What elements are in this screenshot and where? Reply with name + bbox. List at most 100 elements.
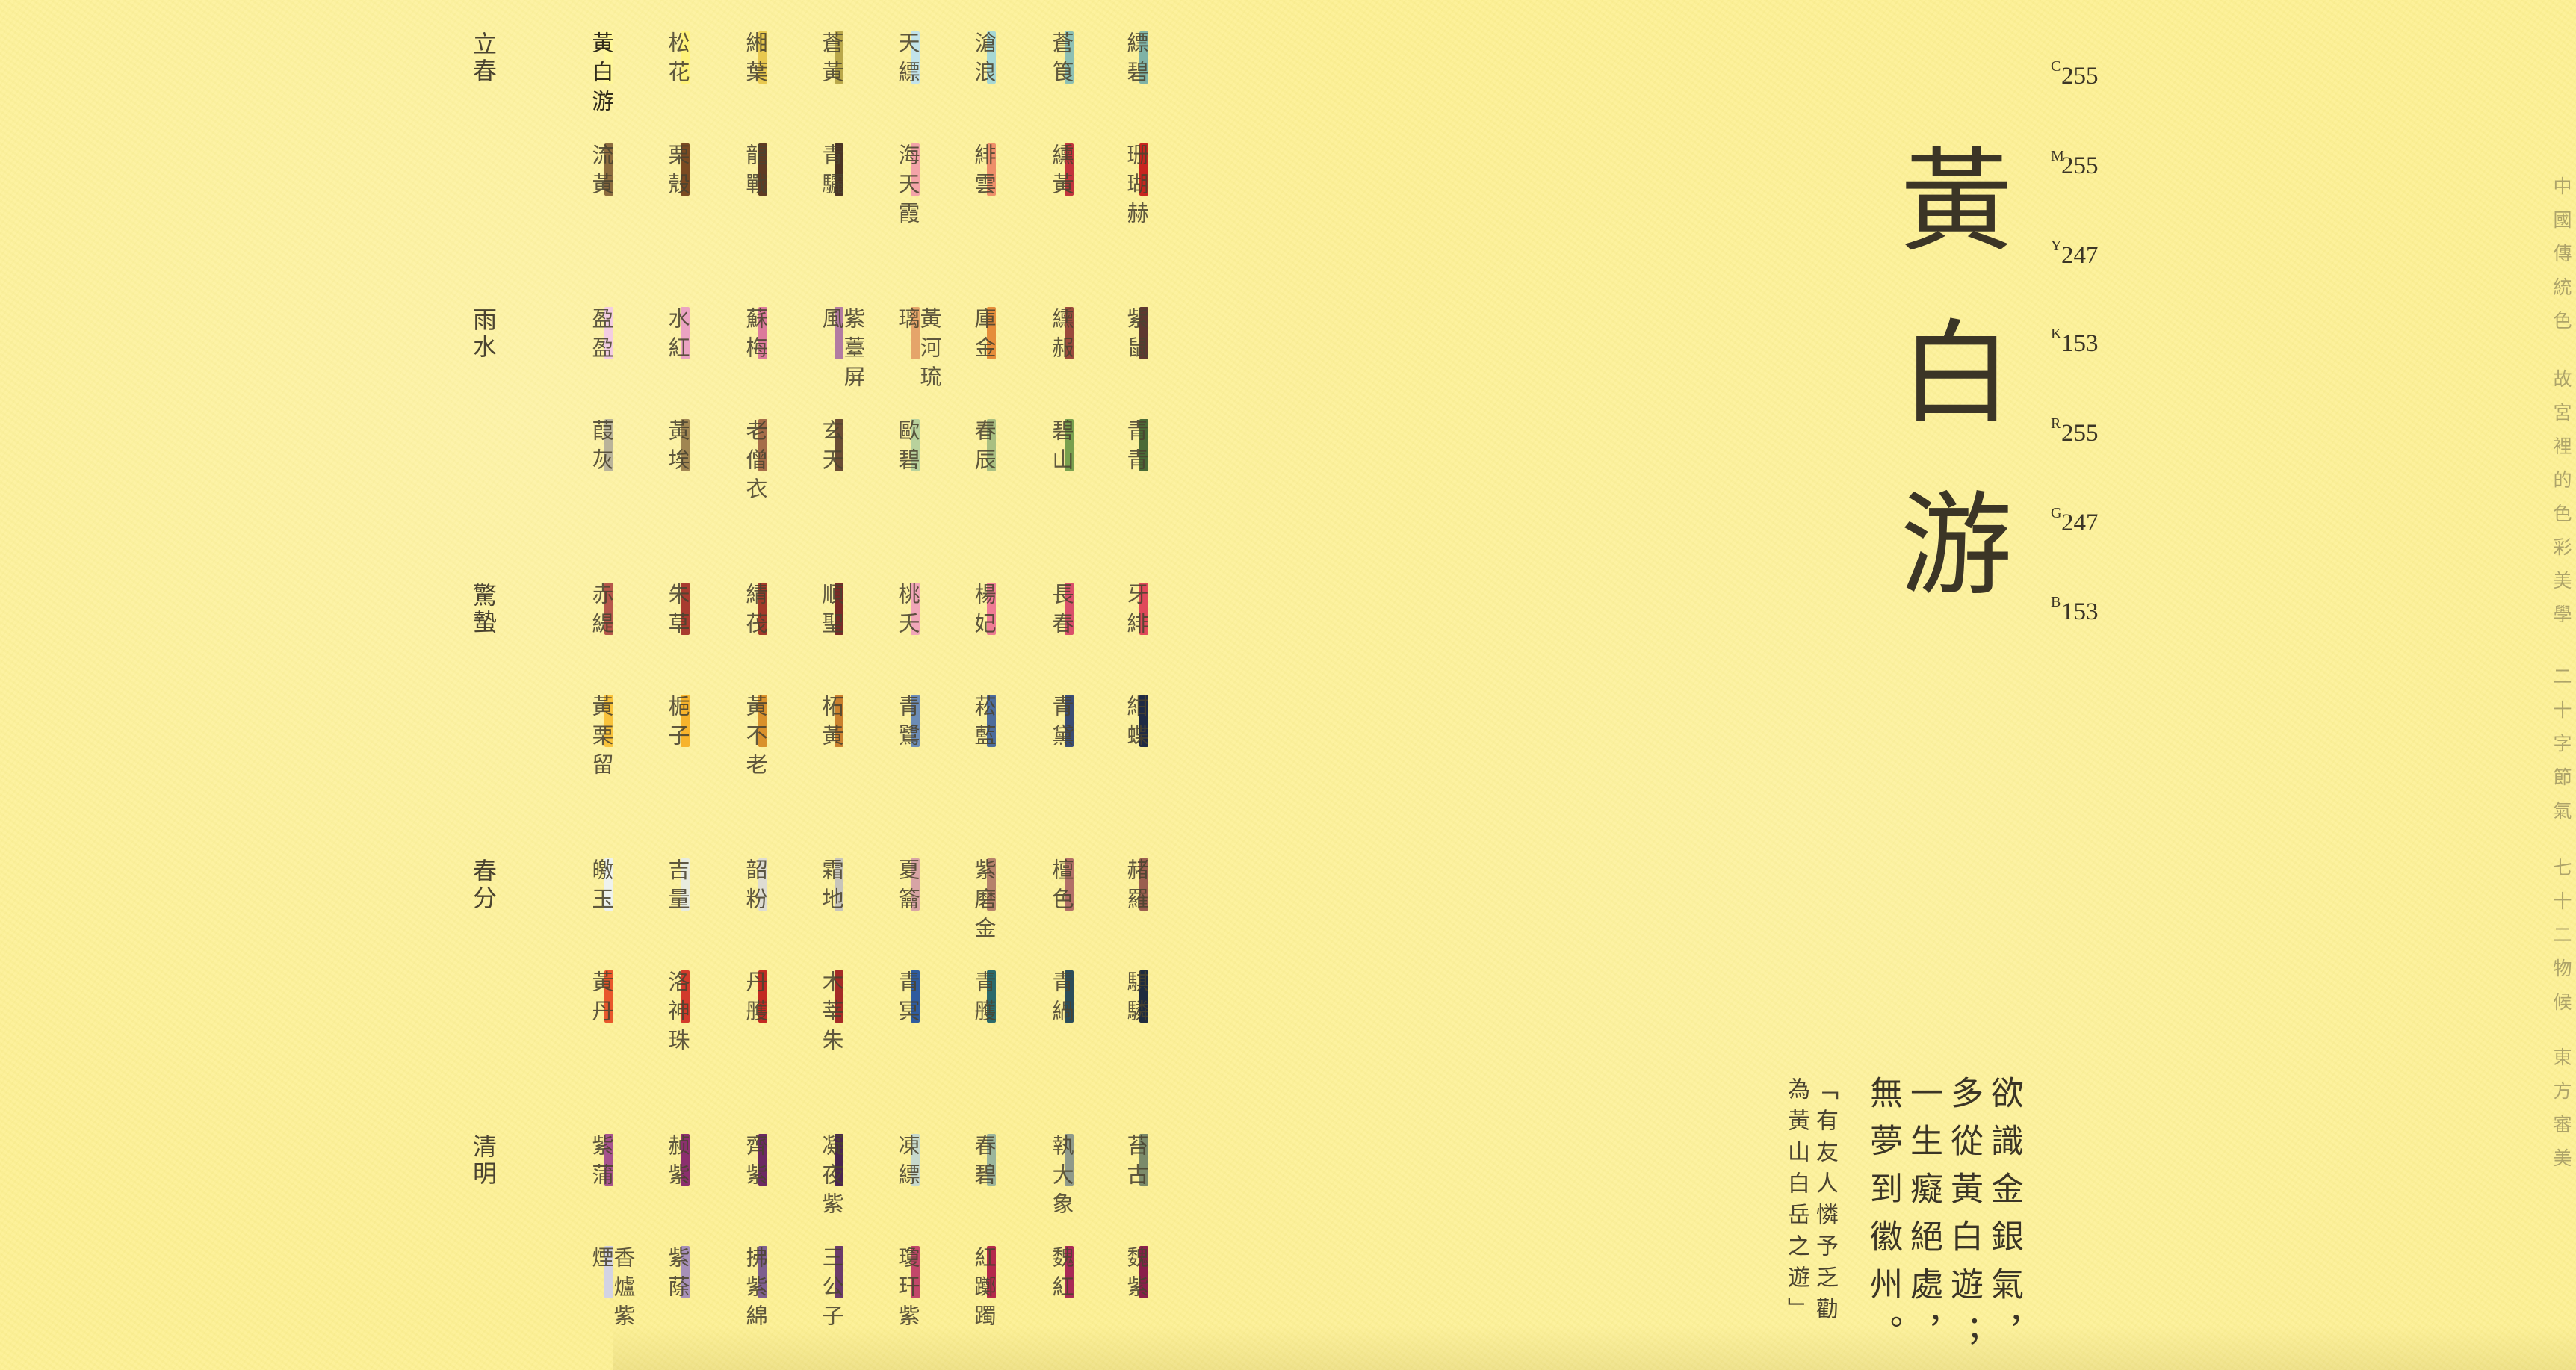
color-swatch[interactable]: 縹碧 xyxy=(1113,31,1173,128)
color-swatch[interactable]: 龍戰 xyxy=(732,143,792,241)
color-swatch[interactable]: 碧山 xyxy=(1038,419,1098,516)
color-swatch[interactable]: 蘇梅 xyxy=(732,307,792,404)
color-swatch[interactable]: 黃不老 xyxy=(732,695,792,792)
color-swatch[interactable]: 黃栗留 xyxy=(578,695,638,792)
color-swatch[interactable]: 青雘 xyxy=(961,970,1021,1067)
color-swatch[interactable]: 紫蒢 xyxy=(654,1246,714,1343)
swatch-name: 栗殼 xyxy=(665,143,690,202)
color-swatch[interactable]: 青冥 xyxy=(885,970,944,1067)
color-swatch[interactable]: 青青 xyxy=(1113,419,1173,516)
color-swatch[interactable]: 韶粉 xyxy=(732,858,792,955)
color-swatch[interactable]: 緋雲 xyxy=(961,143,1021,241)
color-swatch[interactable]: 紫薹屏風 xyxy=(808,307,868,404)
color-swatch[interactable]: 松花 xyxy=(654,31,714,128)
swatch-name: 青黛 xyxy=(1049,695,1074,753)
color-swatch[interactable]: 老僧衣 xyxy=(732,419,792,516)
edge-item-2[interactable]: 故宮裡的色彩美學 xyxy=(2551,369,2572,638)
edge-item-5[interactable]: 東方審美 xyxy=(2551,1047,2572,1182)
color-swatch[interactable]: 赤緹 xyxy=(578,583,638,680)
swatch-name: 緗葉 xyxy=(743,31,768,90)
swatch-name: 松花 xyxy=(665,31,690,90)
color-swatch[interactable]: 纁赧 xyxy=(1038,307,1098,404)
color-swatch[interactable]: 吉量 xyxy=(654,858,714,955)
color-swatch[interactable]: 洛神珠 xyxy=(654,970,714,1067)
color-swatch[interactable]: 凝夜紫 xyxy=(808,1134,868,1231)
color-swatch[interactable]: 紺蝶 xyxy=(1113,695,1173,792)
color-swatch[interactable]: 木莘朱 xyxy=(808,970,868,1067)
color-swatch[interactable]: 栗殼 xyxy=(654,143,714,241)
color-swatch[interactable]: 天縹 xyxy=(885,31,944,128)
color-swatch[interactable]: 青黛 xyxy=(1038,695,1098,792)
color-swatch[interactable]: 流黃 xyxy=(578,143,638,241)
edge-item-3[interactable]: 二十字節氣 xyxy=(2551,666,2572,834)
color-swatch[interactable]: 桃夭 xyxy=(885,583,944,680)
swatch-name: 葭灰 xyxy=(589,419,614,477)
color-swatch[interactable]: 霜地 xyxy=(808,858,868,955)
color-swatch[interactable]: 香爐紫煙 xyxy=(578,1246,638,1343)
swatch-color-bar xyxy=(1139,695,1148,747)
color-swatch[interactable]: 騏驎 xyxy=(1113,970,1173,1067)
color-swatch[interactable]: 黃丹 xyxy=(578,970,638,1067)
color-swatch[interactable]: 春碧 xyxy=(961,1134,1021,1231)
color-swatch[interactable]: 青鷺 xyxy=(885,695,944,792)
color-swatch[interactable]: 水紅 xyxy=(654,307,714,404)
swatch-color-bar xyxy=(987,695,996,747)
edge-item-1[interactable]: 中國傳統色 xyxy=(2551,176,2572,344)
color-swatch[interactable]: 黃埃 xyxy=(654,419,714,516)
color-swatch[interactable]: 珊瑚赫 xyxy=(1113,143,1173,241)
color-swatch[interactable]: 凍縹 xyxy=(885,1134,944,1231)
color-swatch[interactable]: 青驪 xyxy=(808,143,868,241)
color-swatch[interactable]: 黃河琉璃 xyxy=(885,307,944,404)
swatch-name: 皦玉 xyxy=(589,858,614,917)
color-swatch[interactable]: 歐碧 xyxy=(885,419,944,516)
color-swatch[interactable]: 楊妃 xyxy=(961,583,1021,680)
edge-item-4[interactable]: 七十二物候 xyxy=(2551,858,2572,1026)
color-swatch[interactable]: 丹雘 xyxy=(732,970,792,1067)
color-swatch[interactable]: 青緺 xyxy=(1038,970,1098,1067)
swatch-color-bar xyxy=(604,1134,613,1186)
color-swatch[interactable]: 拂紫綿 xyxy=(732,1246,792,1343)
color-swatch[interactable]: 魏紅 xyxy=(1038,1246,1098,1343)
color-swatch[interactable]: 黃白游 xyxy=(578,31,638,128)
swatch-color-bar xyxy=(911,419,920,471)
color-swatch[interactable]: 紅躑躅 xyxy=(961,1246,1021,1343)
color-swatch[interactable]: 蒼黃 xyxy=(808,31,868,128)
color-swatch[interactable]: 赭羅 xyxy=(1113,858,1173,955)
color-swatch[interactable]: 柘黃 xyxy=(808,695,868,792)
color-swatch[interactable]: 魏紫 xyxy=(1113,1246,1173,1343)
color-swatch[interactable]: 蒼筤 xyxy=(1038,31,1098,128)
color-swatch[interactable]: 苔古 xyxy=(1113,1134,1173,1231)
color-swatch[interactable]: 三公子 xyxy=(808,1246,868,1343)
color-swatch[interactable]: 緗葉 xyxy=(732,31,792,128)
color-swatch[interactable]: 紫鼠 xyxy=(1113,307,1173,404)
color-swatch[interactable]: 齊紫 xyxy=(732,1134,792,1231)
color-swatch[interactable]: 庫金 xyxy=(961,307,1021,404)
color-swatch[interactable]: 檀色 xyxy=(1038,858,1098,955)
color-swatch[interactable]: 執大象 xyxy=(1038,1134,1098,1231)
color-swatch[interactable]: 梔子 xyxy=(654,695,714,792)
swatch-name: 青驪 xyxy=(819,143,844,202)
color-swatch[interactable]: 紫磨金 xyxy=(961,858,1021,955)
color-swatch[interactable]: 盈盈 xyxy=(578,307,638,404)
color-swatch[interactable]: 滄浪 xyxy=(961,31,1021,128)
color-swatch[interactable]: 綪茷 xyxy=(732,583,792,680)
color-swatch[interactable]: 順聖 xyxy=(808,583,868,680)
swatch-name: 凍縹 xyxy=(895,1134,920,1192)
color-swatch[interactable]: 紫蒲 xyxy=(578,1134,638,1231)
swatch-name: 黃白游 xyxy=(589,31,614,119)
color-swatch[interactable]: 葭灰 xyxy=(578,419,638,516)
color-swatch[interactable]: 長春 xyxy=(1038,583,1098,680)
color-swatch[interactable]: 夏籥 xyxy=(885,858,944,955)
color-swatch[interactable]: 菘藍 xyxy=(961,695,1021,792)
swatch-name: 紺蝶 xyxy=(1124,695,1149,753)
color-swatch[interactable]: 皦玉 xyxy=(578,858,638,955)
color-swatch[interactable]: 海天霞 xyxy=(885,143,944,241)
color-swatch[interactable]: 玄天 xyxy=(808,419,868,516)
color-swatch[interactable]: 朱草 xyxy=(654,583,714,680)
color-swatch[interactable]: 瓊玕紫 xyxy=(885,1246,944,1343)
color-swatch[interactable]: 牙緋 xyxy=(1113,583,1173,680)
color-swatch[interactable]: 春辰 xyxy=(961,419,1021,516)
color-swatch[interactable]: 纁黃 xyxy=(1038,143,1098,241)
swatch-name: 凝夜紫 xyxy=(819,1134,844,1221)
color-swatch[interactable]: 赪紫 xyxy=(654,1134,714,1231)
